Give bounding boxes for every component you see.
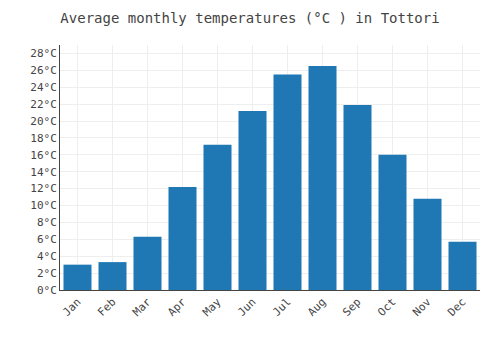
svg-text:Jan: Jan [60,296,83,319]
svg-text:26°C: 26°C [30,64,57,77]
svg-text:14°C: 14°C [30,166,57,179]
svg-text:Average monthly temperatures (: Average monthly temperatures (°C ) in To… [60,10,439,26]
svg-text:16°C: 16°C [30,149,57,162]
svg-text:Sep: Sep [340,296,363,319]
svg-text:0°C: 0°C [37,284,57,297]
svg-text:Jun: Jun [235,296,258,319]
svg-text:Apr: Apr [165,295,189,319]
svg-text:12°C: 12°C [30,182,57,195]
svg-text:10°C: 10°C [30,199,57,212]
svg-text:May: May [200,295,224,319]
svg-text:Dec: Dec [445,296,468,319]
svg-text:Jul: Jul [270,296,293,319]
svg-text:8°C: 8°C [37,216,57,229]
svg-text:18°C: 18°C [30,132,57,145]
svg-text:Mar: Mar [130,295,154,319]
svg-text:Nov: Nov [410,295,434,319]
svg-text:2°C: 2°C [37,267,57,280]
svg-text:28°C: 28°C [30,47,57,60]
svg-text:Aug: Aug [305,296,328,319]
svg-text:22°C: 22°C [30,98,57,111]
svg-text:Feb: Feb [95,296,118,319]
svg-text:20°C: 20°C [30,115,57,128]
svg-text:Oct: Oct [375,296,398,319]
svg-text:4°C: 4°C [37,250,57,263]
svg-text:6°C: 6°C [37,233,57,246]
svg-text:24°C: 24°C [30,81,57,94]
